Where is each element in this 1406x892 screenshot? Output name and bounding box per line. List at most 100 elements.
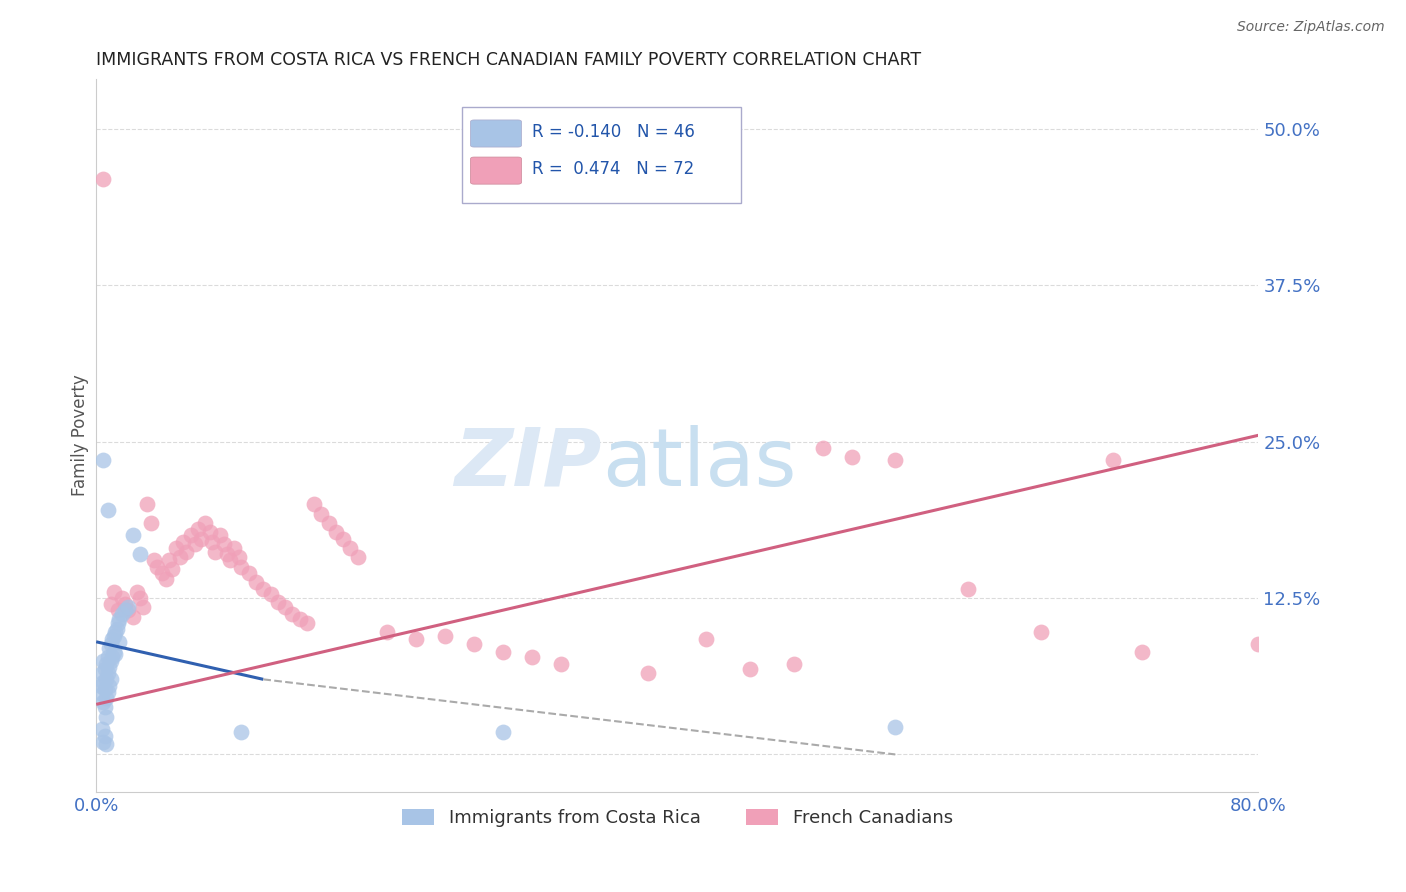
Point (103, 628, 125, 642)
Point (187, 522, 209, 536)
Point (259, 587, 281, 601)
Point (98, 660, 121, 674)
Point (94, 682, 117, 697)
Point (107, 615, 129, 630)
Point (107, 603, 129, 617)
Point (93, 171, 115, 186)
Point (281, 607, 304, 622)
Point (433, 628, 456, 642)
Point (108, 634, 131, 648)
Point (97, 666, 120, 681)
Point (94, 662, 117, 676)
Point (96, 691, 118, 706)
Point (311, 507, 333, 521)
Point (288, 612, 311, 626)
Point (117, 603, 139, 617)
Point (125, 584, 148, 599)
Point (550, 657, 572, 672)
Point (782, 657, 804, 672)
Point (160, 562, 183, 576)
Point (332, 532, 354, 546)
Point (180, 528, 202, 542)
Point (274, 599, 297, 614)
Point (463, 637, 485, 651)
Point (131, 599, 153, 614)
Point (93, 654, 115, 668)
Text: IMMIGRANTS FROM COSTA RICA VS FRENCH CANADIAN FAMILY POVERTY CORRELATION CHART: IMMIGRANTS FROM COSTA RICA VS FRENCH CAN… (96, 51, 921, 69)
Point (96, 738, 118, 752)
Point (111, 591, 134, 605)
Point (190, 532, 212, 546)
Point (231, 559, 253, 574)
Point (252, 582, 274, 597)
Point (128, 547, 150, 561)
Point (228, 549, 250, 564)
Point (100, 597, 122, 611)
Point (114, 597, 136, 611)
Point (128, 591, 150, 605)
Point (492, 645, 515, 659)
Point (231, 725, 253, 739)
Point (93, 735, 115, 749)
Point (96, 657, 118, 672)
Point (174, 544, 197, 558)
Point (695, 632, 717, 647)
Point (212, 537, 235, 551)
Point (97, 503, 120, 517)
Point (111, 607, 134, 622)
Point (104, 648, 127, 662)
Point (97, 685, 120, 699)
Point (208, 528, 231, 542)
Point (155, 572, 177, 586)
Point (1029, 624, 1052, 639)
Point (172, 534, 194, 549)
Point (302, 497, 325, 511)
Point (100, 654, 122, 668)
Point (738, 662, 761, 676)
Point (1102, 453, 1125, 467)
Point (194, 516, 217, 530)
Point (215, 547, 238, 561)
Point (224, 541, 246, 555)
Point (520, 649, 543, 664)
Point (141, 516, 163, 530)
FancyBboxPatch shape (463, 107, 741, 203)
Y-axis label: Family Poverty: Family Poverty (72, 375, 89, 496)
Point (318, 516, 340, 530)
Text: ZIP: ZIP (454, 425, 602, 503)
Point (956, 582, 979, 597)
Point (98, 641, 121, 656)
Point (238, 566, 260, 580)
Point (91, 666, 114, 681)
Point (100, 673, 122, 687)
Point (339, 541, 361, 555)
Point (117, 599, 139, 614)
Point (1247, 637, 1270, 651)
Point (114, 603, 136, 617)
Point (90, 679, 112, 693)
Point (884, 720, 907, 734)
Point (198, 524, 221, 539)
Point (96, 710, 118, 724)
Legend: Immigrants from Costa Rica, French Canadians: Immigrants from Costa Rica, French Canad… (395, 802, 960, 834)
Point (91, 723, 114, 737)
Point (165, 541, 187, 555)
Text: Source: ZipAtlas.com: Source: ZipAtlas.com (1237, 20, 1385, 34)
Point (492, 725, 515, 739)
Point (101, 649, 124, 664)
Point (93, 453, 115, 467)
Point (325, 524, 347, 539)
Point (150, 566, 173, 580)
Text: R =  0.474   N = 72: R = 0.474 N = 72 (531, 161, 695, 178)
Point (96, 673, 118, 687)
Point (98, 679, 121, 693)
Point (204, 544, 226, 558)
Text: atlas: atlas (602, 425, 796, 503)
Point (1130, 645, 1153, 659)
Point (811, 441, 834, 455)
Point (218, 553, 240, 567)
Point (884, 453, 907, 467)
FancyBboxPatch shape (471, 157, 522, 184)
Point (295, 615, 318, 630)
Point (201, 534, 224, 549)
